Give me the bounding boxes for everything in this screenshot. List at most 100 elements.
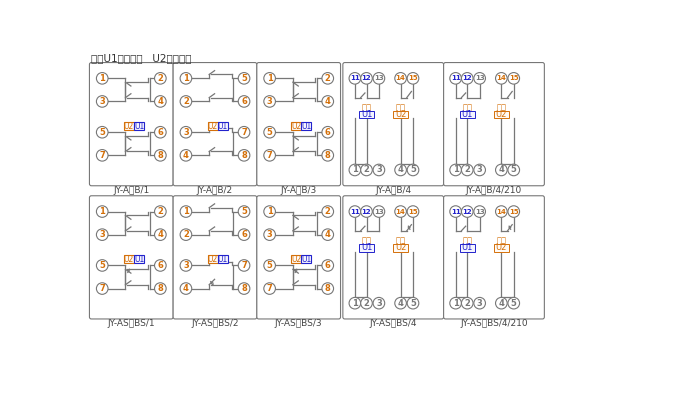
Circle shape <box>322 150 334 161</box>
Circle shape <box>407 164 419 176</box>
Circle shape <box>97 283 108 294</box>
Text: JY-A、B/1: JY-A、B/1 <box>113 186 149 195</box>
Text: 2: 2 <box>183 230 189 239</box>
Bar <box>218 122 228 130</box>
Text: JY-A、B/3: JY-A、B/3 <box>281 186 317 195</box>
Text: 11: 11 <box>350 209 360 215</box>
Text: U2: U2 <box>291 255 302 264</box>
Text: 电源: 电源 <box>462 103 472 112</box>
Circle shape <box>461 297 473 309</box>
Text: 12: 12 <box>463 209 472 215</box>
Text: 2: 2 <box>363 299 370 308</box>
Circle shape <box>155 96 166 107</box>
Circle shape <box>264 72 275 84</box>
Bar <box>291 256 302 263</box>
Circle shape <box>474 206 486 217</box>
Text: 2: 2 <box>325 74 330 83</box>
Circle shape <box>97 206 108 217</box>
Text: U1: U1 <box>301 255 312 264</box>
Circle shape <box>395 206 407 217</box>
Text: JY-AS、BS/4: JY-AS、BS/4 <box>370 319 417 328</box>
Bar <box>302 122 312 130</box>
Text: 2: 2 <box>464 166 470 175</box>
Circle shape <box>264 229 275 240</box>
Text: 1: 1 <box>453 299 459 308</box>
Text: U1: U1 <box>218 255 228 264</box>
Text: 15: 15 <box>509 75 519 81</box>
Circle shape <box>238 229 250 240</box>
Circle shape <box>322 72 334 84</box>
Text: 1: 1 <box>352 299 358 308</box>
Bar <box>291 122 302 130</box>
Circle shape <box>264 206 275 217</box>
Circle shape <box>373 206 385 217</box>
Circle shape <box>180 206 192 217</box>
Text: 8: 8 <box>158 151 163 160</box>
Bar <box>124 122 134 130</box>
Text: 4: 4 <box>498 299 504 308</box>
Text: 1: 1 <box>267 207 272 216</box>
Text: 11: 11 <box>451 75 461 81</box>
Text: 2: 2 <box>325 207 330 216</box>
Text: 6: 6 <box>241 97 247 106</box>
Circle shape <box>349 297 360 309</box>
Text: 2: 2 <box>464 299 470 308</box>
Text: 14: 14 <box>395 75 405 81</box>
Circle shape <box>349 164 360 176</box>
Text: 2: 2 <box>183 97 189 106</box>
Bar <box>358 111 375 118</box>
Circle shape <box>407 206 419 217</box>
Circle shape <box>238 72 250 84</box>
Bar <box>208 122 218 130</box>
Text: 14: 14 <box>395 209 405 215</box>
Text: U1: U1 <box>301 121 312 130</box>
Circle shape <box>395 297 407 309</box>
Circle shape <box>155 126 166 138</box>
Text: 8: 8 <box>241 284 247 293</box>
FancyBboxPatch shape <box>343 63 444 186</box>
Text: 5: 5 <box>241 74 247 83</box>
Text: 启动: 启动 <box>496 103 506 112</box>
Text: 4: 4 <box>325 230 330 239</box>
Text: U2: U2 <box>496 110 507 119</box>
Text: 12: 12 <box>362 209 371 215</box>
Circle shape <box>238 283 250 294</box>
Circle shape <box>97 229 108 240</box>
Circle shape <box>322 96 334 107</box>
Text: U1: U1 <box>218 121 228 130</box>
Text: JY-AS、BS/1: JY-AS、BS/1 <box>108 319 155 328</box>
Circle shape <box>155 206 166 217</box>
Text: 4: 4 <box>398 299 403 308</box>
Circle shape <box>180 229 192 240</box>
Text: 启动: 启动 <box>395 236 405 245</box>
Circle shape <box>322 229 334 240</box>
Circle shape <box>322 206 334 217</box>
Text: U2: U2 <box>291 121 302 130</box>
Text: 3: 3 <box>99 230 105 239</box>
Bar <box>208 256 218 263</box>
Text: U1: U1 <box>461 243 473 252</box>
Text: 13: 13 <box>374 75 384 81</box>
Text: 启动: 启动 <box>496 236 506 245</box>
Circle shape <box>508 297 519 309</box>
Circle shape <box>322 260 334 271</box>
Circle shape <box>180 96 192 107</box>
Text: 15: 15 <box>408 75 418 81</box>
Text: 4: 4 <box>183 284 189 293</box>
Text: 3: 3 <box>267 97 272 106</box>
FancyBboxPatch shape <box>444 63 545 186</box>
Circle shape <box>508 72 519 84</box>
Text: 4: 4 <box>498 166 504 175</box>
Circle shape <box>155 229 166 240</box>
Circle shape <box>155 72 166 84</box>
Text: 电源: 电源 <box>462 236 472 245</box>
FancyBboxPatch shape <box>257 196 340 319</box>
Circle shape <box>238 96 250 107</box>
Circle shape <box>508 164 519 176</box>
FancyBboxPatch shape <box>90 63 173 186</box>
Text: U1: U1 <box>134 255 144 264</box>
Text: JY-A、B/2: JY-A、B/2 <box>197 186 233 195</box>
Text: 15: 15 <box>408 209 418 215</box>
Circle shape <box>264 260 275 271</box>
Circle shape <box>450 72 461 84</box>
